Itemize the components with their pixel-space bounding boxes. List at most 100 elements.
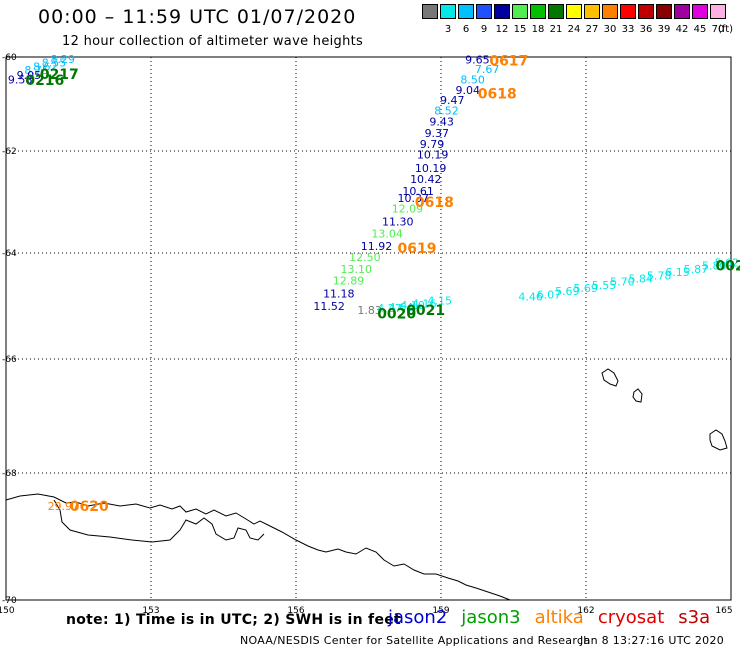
pass-time-label: 0020 bbox=[377, 306, 416, 322]
legend-swatch bbox=[494, 4, 510, 19]
legend-label: 39 bbox=[657, 24, 671, 35]
antarctic-coastline bbox=[5, 493, 511, 601]
pass-time-label: 0620 bbox=[70, 499, 109, 515]
y-tick-label: -64 bbox=[2, 249, 17, 259]
satellite-legend-entry: jason3 bbox=[461, 607, 521, 628]
legend-label: 12 bbox=[495, 24, 509, 35]
legend-label: 36 bbox=[639, 24, 653, 35]
x-tick-label: 165 bbox=[715, 606, 732, 616]
legend-label: 45 bbox=[693, 24, 707, 35]
legend-swatch bbox=[548, 4, 564, 19]
wave-height-value: 1.83 bbox=[357, 304, 382, 317]
pass-time-label: 0618 bbox=[478, 87, 517, 103]
legend-label: 6 bbox=[462, 24, 470, 35]
wave-height-value: 12.89 bbox=[333, 275, 365, 288]
wave-height-value: 10.19 bbox=[417, 149, 449, 162]
pass-time-label: 0217 bbox=[40, 67, 79, 83]
wave-height-value: 9.43 bbox=[429, 115, 454, 128]
wave-height-value: 8.75 bbox=[24, 64, 49, 77]
wave-height-value: 4.15 bbox=[427, 295, 452, 308]
footer-credit: NOAA/NESDIS Center for Satellite Applica… bbox=[240, 634, 591, 647]
y-tick-label: -62 bbox=[2, 147, 17, 157]
legend-label: 42 bbox=[675, 24, 689, 35]
wave-height-value: 10.42 bbox=[410, 173, 442, 186]
coastline bbox=[5, 368, 728, 601]
legend-swatch bbox=[602, 4, 618, 19]
legend-label: 30 bbox=[603, 24, 617, 35]
pass-time-label: 0617 bbox=[489, 53, 528, 69]
legend-swatch bbox=[584, 4, 600, 19]
wave-height-value: 4.10 bbox=[400, 299, 425, 312]
wave-height-value: 11.52 bbox=[313, 300, 345, 313]
legend-swatch bbox=[692, 4, 708, 19]
y-tick-label: -60 bbox=[2, 53, 17, 63]
legend-swatch bbox=[710, 4, 726, 19]
satellite-legend-entry: cryosat bbox=[597, 607, 665, 628]
wave-height-value: 13.10 bbox=[340, 263, 372, 276]
legend-unit: (ft) bbox=[718, 24, 734, 35]
wave-height-value: 13.04 bbox=[371, 228, 403, 241]
legend-label: 18 bbox=[531, 24, 545, 35]
legend-swatch bbox=[566, 4, 582, 19]
wave-height-value: 12.09 bbox=[392, 203, 424, 216]
footer-timestamp: Jan 8 13:27:16 UTC 2020 bbox=[580, 634, 725, 647]
pass-time-label: 0618 bbox=[415, 195, 454, 211]
x-tick-label: 156 bbox=[287, 606, 304, 616]
wave-height-value: 29.97 bbox=[48, 500, 80, 513]
wave-height-value: 8.50 bbox=[460, 74, 485, 87]
page-title: 00:00 – 11:59 UTC 01/07/2020 bbox=[38, 6, 357, 28]
legend-swatch bbox=[530, 4, 546, 19]
legend-label: 21 bbox=[549, 24, 563, 35]
legend-swatch bbox=[440, 4, 456, 19]
wave-height-value: 12.50 bbox=[349, 251, 381, 264]
wave-height-value: 9.58 bbox=[8, 74, 33, 87]
legend-label: 24 bbox=[567, 24, 581, 35]
legend-label: 3 bbox=[444, 24, 452, 35]
y-tick-label: -66 bbox=[2, 355, 17, 365]
map-grid: 150 153 156 159 162 165 -60 -62 -64 -66 -68 -70 bbox=[0, 53, 733, 616]
wave-height-value: 5.62 bbox=[715, 257, 740, 270]
island-1 bbox=[601, 368, 619, 387]
legend-label: 15 bbox=[513, 24, 527, 35]
pass-time-label: 0216 bbox=[25, 73, 64, 89]
wave-height-value: 10.37 bbox=[398, 192, 430, 205]
wave-height-value: 5.69 bbox=[573, 282, 598, 295]
wave-height-value: 9.47 bbox=[440, 94, 465, 107]
wave-height-value: 9.79 bbox=[420, 138, 445, 151]
pass-time-label: 0022 bbox=[716, 259, 740, 275]
x-tick-label: 162 bbox=[577, 606, 594, 616]
footer-note: note: 1) Time is in UTC; 2) SWH is in fe… bbox=[66, 612, 402, 628]
legend-label: 9 bbox=[480, 24, 488, 35]
pass-time-label: 0619 bbox=[398, 241, 437, 257]
wave-height-value: 6.15 bbox=[665, 266, 690, 279]
wave-height-value: 5.78 bbox=[647, 269, 672, 282]
wave-height-value: 8.55 bbox=[42, 57, 66, 70]
satellite-legend-entry: s3a bbox=[678, 607, 711, 628]
wave-height-value: 5.70 bbox=[610, 276, 635, 289]
legend-swatch bbox=[620, 4, 636, 19]
legend-swatch bbox=[512, 4, 528, 19]
wave-height-value: 10.19 bbox=[415, 162, 447, 175]
wave-height-value: 4.27 bbox=[377, 302, 402, 315]
wave-height-value: 5.55 bbox=[592, 279, 617, 292]
wave-height-value: 5.80 bbox=[702, 260, 727, 273]
legend-swatch bbox=[638, 4, 654, 19]
pass-time-label: 0021 bbox=[406, 303, 445, 319]
satellite-legend-entry: altika bbox=[534, 607, 584, 628]
wave-height-value: 9.65 bbox=[465, 53, 490, 66]
satellite-legend-entry: jason2 bbox=[388, 607, 448, 628]
wave-height-value: 4.46 bbox=[518, 290, 543, 303]
legend-label: 70 bbox=[711, 24, 725, 35]
island-3 bbox=[709, 429, 728, 451]
map-frame bbox=[5, 56, 732, 601]
y-tick-label: -70 bbox=[2, 596, 17, 606]
wave-height-value: 5.84 bbox=[629, 272, 654, 285]
legend-swatch bbox=[458, 4, 474, 19]
wave-height-value: 5.87 bbox=[684, 263, 709, 276]
legend-swatch bbox=[674, 4, 690, 19]
page-subtitle: 12 hour collection of altimeter wave hei… bbox=[62, 34, 364, 49]
wave-height-value: 8.62 bbox=[33, 60, 58, 73]
satellite-legend: jason2 jason3 altika cryosat s3a bbox=[388, 607, 724, 628]
